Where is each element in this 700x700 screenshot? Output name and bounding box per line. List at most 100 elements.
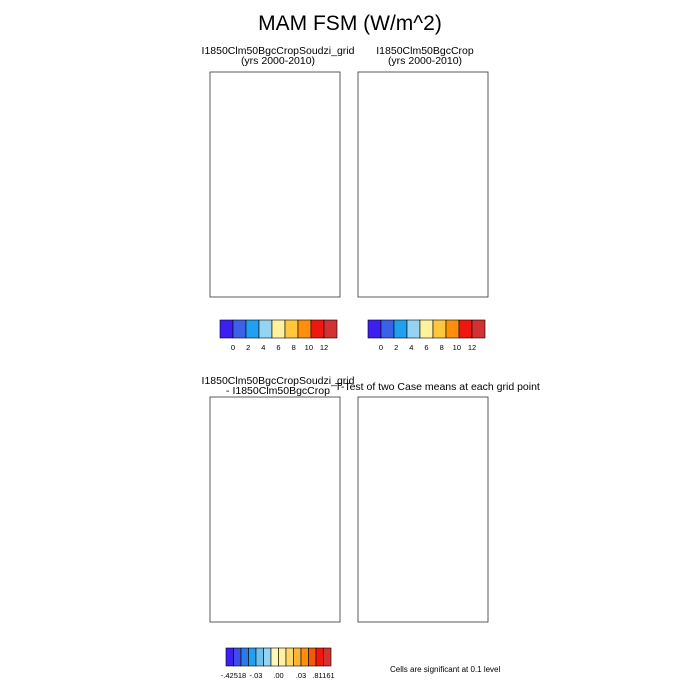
panelC-cell-10 xyxy=(256,607,268,619)
cbLabA-tick-0: 0 xyxy=(230,343,236,352)
panelA-graticule-0 xyxy=(224,67,250,302)
panel-3-title: I1850Clm50BgcCropSoudzi_grid - I1850Clm5… xyxy=(183,375,373,397)
panelB-cell-8 xyxy=(388,268,398,276)
cbA-box-2 xyxy=(245,319,260,339)
panelB-cell-19 xyxy=(466,102,472,108)
panel-2-title: I1850Clm50BgcCrop (yrs 2000-2010) xyxy=(330,45,520,67)
panelD-graticule-1 xyxy=(406,392,416,627)
cbLabC-tick-0: -.42518 xyxy=(220,671,247,680)
panel-4-title: T-Test of two Case means at each grid po… xyxy=(335,382,540,393)
panelC-ice-margin xyxy=(238,521,294,575)
panelD-graticule-3 xyxy=(462,417,483,627)
panelB-cell-2 xyxy=(376,198,384,208)
panelB-cell-15 xyxy=(472,232,480,242)
panelD-graticule-5 xyxy=(358,537,488,557)
cbLabA-tick-2: 4 xyxy=(261,343,266,352)
panelC-graticule-2 xyxy=(290,392,298,627)
cbLabB-tick-2: 4 xyxy=(409,343,414,352)
panel-3-title-line1: I1850Clm50BgcCropSoudzi_grid xyxy=(201,375,355,387)
cbA-box-5 xyxy=(284,319,299,339)
cbC-box-12 xyxy=(315,647,324,667)
cbLabA-tick-4: 8 xyxy=(291,343,296,352)
panelA-cell-3 xyxy=(232,210,242,220)
panelA-cell-2 xyxy=(228,198,236,208)
panelC-cell-9 xyxy=(328,551,336,559)
panelC-fill xyxy=(218,401,331,609)
cbLabA-tick-5: 10 xyxy=(304,343,313,352)
panel-1-title: I1850Clm50BgcCropSoudzi_grid (yrs 2000-2… xyxy=(183,46,373,67)
panelA-fill xyxy=(218,76,331,284)
panelB-cell-0 xyxy=(372,172,380,182)
panel-3-map xyxy=(209,392,341,627)
panelD-coastline xyxy=(366,401,479,609)
cbLabB-tick-6: 12 xyxy=(467,343,477,352)
cbLabC-tick-2: .00 xyxy=(273,671,284,680)
panelB-cell-9 xyxy=(400,272,412,282)
panelA-cell-17 xyxy=(320,172,326,182)
panelA-graticule-5 xyxy=(210,212,340,232)
panelC-graticule-1 xyxy=(258,392,268,627)
cbC-box-13 xyxy=(323,647,332,667)
panelA-cell-8 xyxy=(240,268,250,276)
panelB-coastline xyxy=(366,76,479,284)
cbA-box-6 xyxy=(297,319,312,339)
cbC-box-0 xyxy=(225,647,234,667)
panelB-cell-10 xyxy=(404,282,416,294)
cbLabA-tick-6: 12 xyxy=(319,343,329,352)
cbLabC-tick-4: .81161 xyxy=(312,671,335,680)
panelB-fill xyxy=(366,76,479,284)
panelB-cell-18 xyxy=(470,126,476,134)
panelA-cell-16 xyxy=(316,220,324,230)
panelA-cell-5 xyxy=(232,234,242,244)
panel-1-title-line2: (yrs 2000-2010) xyxy=(240,55,316,67)
cbLabB-tick-5: 10 xyxy=(452,343,461,352)
cbB-box-1 xyxy=(380,319,395,339)
panelA-graticule-4 xyxy=(210,132,340,152)
cbLabA-tick-3: 6 xyxy=(276,343,281,352)
panelB-graticule-3 xyxy=(462,92,483,302)
panelB-cell-5 xyxy=(380,234,390,244)
cbC-box-5 xyxy=(263,647,272,667)
panelC-graticule-0 xyxy=(224,392,250,627)
panelC-cell-2 xyxy=(322,497,328,507)
cbB-box-2 xyxy=(393,319,408,339)
cbA-box-8 xyxy=(323,319,338,339)
panelA-coastline xyxy=(218,76,331,284)
panelC-cell-11 xyxy=(280,575,288,587)
cbC-box-11 xyxy=(308,647,317,667)
panel-4-map xyxy=(357,392,489,627)
significance-note: Cells are significant at 0.1 level xyxy=(390,665,501,674)
panelA-cell-0 xyxy=(224,172,232,182)
panelC-graticule-3 xyxy=(314,417,335,627)
panelA-cell-10 xyxy=(256,282,268,294)
panelB-ice-margin xyxy=(386,196,442,250)
panelA-cell-7 xyxy=(232,258,242,268)
figure-title: MAM FSM (W/m^2) xyxy=(258,12,442,35)
panel-2-title-line1: I1850Clm50BgcCrop xyxy=(376,45,474,57)
panelC-graticule-4 xyxy=(210,457,340,477)
panel-2-map xyxy=(357,71,489,302)
cbLabB-tick-4: 8 xyxy=(439,343,444,352)
panelD-graticule-0 xyxy=(372,392,398,627)
panelA-cell-13 xyxy=(292,230,300,242)
panel-1-colorbar xyxy=(219,319,338,339)
panelA-cell-6 xyxy=(234,244,244,254)
panelC-cell-7 xyxy=(318,527,324,535)
panelB-graticule-4 xyxy=(358,132,488,152)
panelC-cell-3 xyxy=(228,535,236,545)
panelB-cell-17 xyxy=(468,172,474,182)
panelB-cell-7 xyxy=(380,258,390,268)
panelA-cell-1 xyxy=(226,184,234,192)
cbB-box-7 xyxy=(458,319,473,339)
panelB-cell-13 xyxy=(440,230,448,242)
cbLabC-tick-3: .03 xyxy=(295,671,307,680)
cbLabA-tick-1: 2 xyxy=(246,343,251,352)
cbC-box-10 xyxy=(300,647,309,667)
cbC-box-8 xyxy=(285,647,294,667)
cbLabB-tick-3: 6 xyxy=(424,343,429,352)
panelA-cell-19 xyxy=(318,102,324,108)
cbB-box-5 xyxy=(432,319,447,339)
cbB-box-0 xyxy=(367,319,382,339)
panelB-cell-6 xyxy=(382,244,392,254)
